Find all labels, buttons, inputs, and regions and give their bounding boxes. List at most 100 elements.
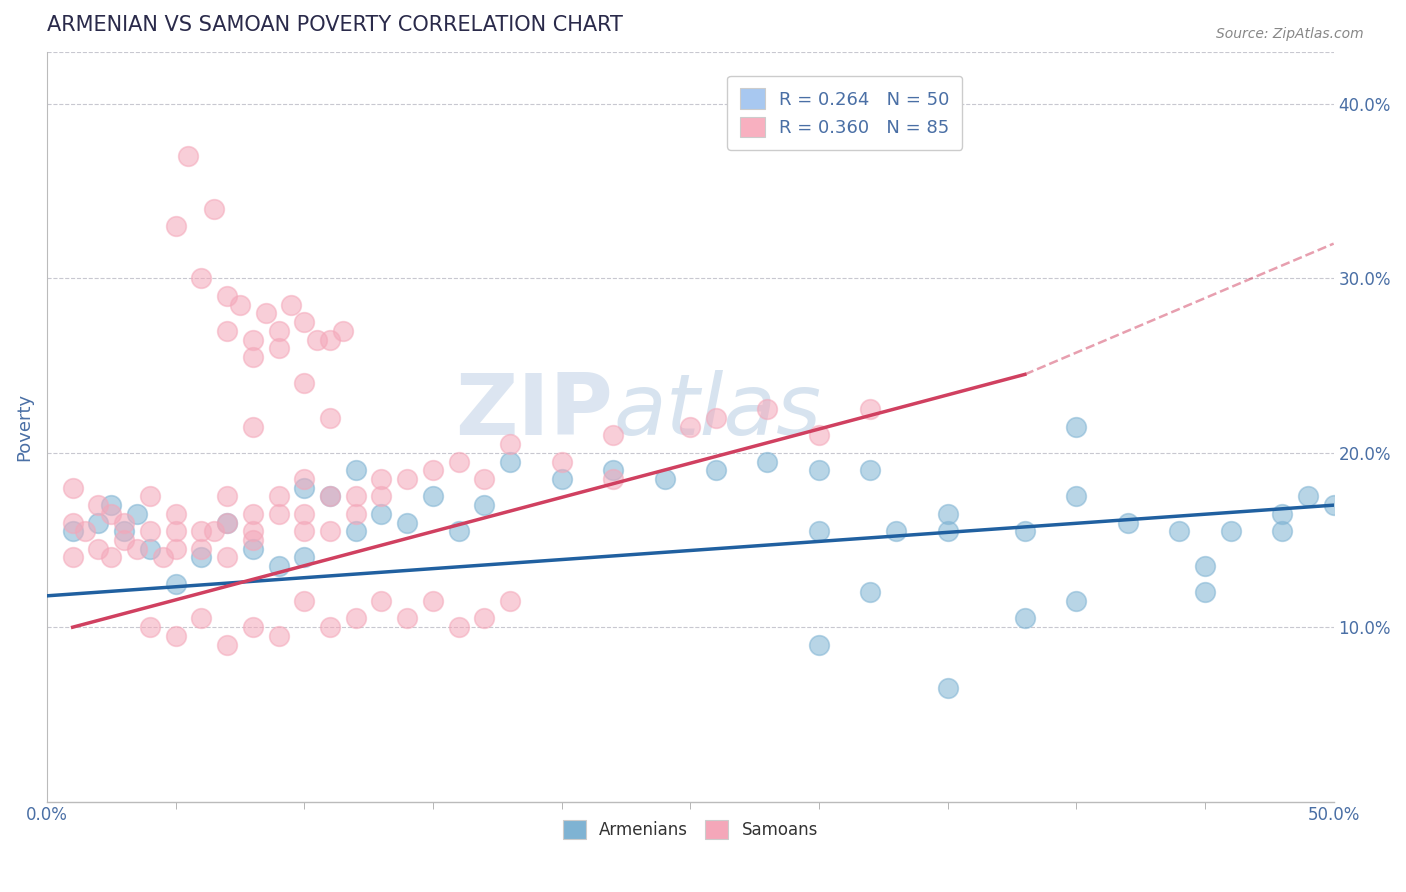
Point (319, 490, 342, 504)
Point (112, 533, 135, 547)
Point (307, 333, 329, 347)
Point (1271, 524, 1294, 539)
Point (267, 324, 290, 338)
Point (1014, 611, 1036, 625)
Point (499, 594, 522, 608)
Point (807, 463, 830, 477)
Point (215, 289, 238, 303)
Point (704, 463, 727, 477)
Point (165, 576, 187, 591)
Point (125, 541, 148, 556)
Point (602, 428, 624, 442)
Point (190, 550, 212, 565)
Point (267, 507, 290, 521)
Point (100, 498, 122, 512)
Point (75, 524, 97, 539)
Point (550, 472, 572, 486)
Point (215, 516, 238, 530)
Point (165, 629, 187, 643)
Point (254, 306, 277, 320)
Point (292, 524, 315, 539)
Point (190, 524, 212, 539)
Point (499, 454, 522, 468)
Point (1194, 585, 1216, 599)
Point (165, 541, 187, 556)
Point (87, 498, 110, 512)
Point (292, 550, 315, 565)
Point (242, 524, 264, 539)
Point (202, 524, 225, 539)
Point (447, 454, 470, 468)
Point (704, 411, 727, 425)
Point (319, 411, 342, 425)
Point (654, 472, 676, 486)
Point (242, 533, 264, 547)
Point (319, 620, 342, 634)
Point (447, 620, 470, 634)
Point (292, 507, 315, 521)
Point (242, 620, 264, 634)
Point (62, 524, 84, 539)
Point (396, 516, 419, 530)
Y-axis label: Poverty: Poverty (15, 392, 32, 461)
Point (292, 594, 315, 608)
Point (474, 472, 496, 486)
Point (165, 219, 187, 234)
Point (292, 472, 315, 486)
Point (344, 490, 367, 504)
Point (215, 490, 238, 504)
Point (62, 516, 84, 530)
Point (1168, 524, 1191, 539)
Point (190, 541, 212, 556)
Point (215, 638, 238, 652)
Point (1296, 490, 1319, 504)
Point (550, 454, 572, 468)
Point (1323, 498, 1346, 512)
Point (165, 507, 187, 521)
Point (1064, 490, 1087, 504)
Point (756, 454, 779, 468)
Text: ARMENIAN VS SAMOAN POVERTY CORRELATION CHART: ARMENIAN VS SAMOAN POVERTY CORRELATION C… (46, 15, 623, 35)
Point (267, 490, 290, 504)
Point (936, 681, 959, 696)
Point (280, 298, 302, 312)
Point (190, 611, 212, 625)
Point (1219, 524, 1241, 539)
Text: ZIP: ZIP (456, 370, 613, 453)
Point (62, 481, 84, 495)
Point (215, 550, 238, 565)
Point (396, 611, 419, 625)
Point (267, 629, 290, 643)
Point (422, 594, 444, 608)
Point (87, 516, 110, 530)
Legend: Armenians, Samoans: Armenians, Samoans (555, 814, 824, 846)
Point (344, 507, 367, 521)
Point (242, 350, 264, 364)
Text: atlas: atlas (613, 370, 821, 453)
Point (1194, 559, 1216, 574)
Point (602, 463, 624, 477)
Point (202, 202, 225, 216)
Point (807, 524, 830, 539)
Point (242, 333, 264, 347)
Point (344, 463, 367, 477)
Point (344, 611, 367, 625)
Point (87, 541, 110, 556)
Point (292, 481, 315, 495)
Point (242, 419, 264, 434)
Point (1116, 516, 1139, 530)
Point (229, 298, 252, 312)
Point (936, 507, 959, 521)
Point (1064, 594, 1087, 608)
Point (267, 559, 290, 574)
Point (165, 524, 187, 539)
Point (139, 620, 162, 634)
Point (152, 550, 174, 565)
Point (332, 324, 354, 338)
Point (112, 516, 135, 530)
Point (267, 341, 290, 355)
Point (756, 402, 779, 417)
Point (370, 490, 392, 504)
Point (112, 524, 135, 539)
Point (679, 419, 702, 434)
